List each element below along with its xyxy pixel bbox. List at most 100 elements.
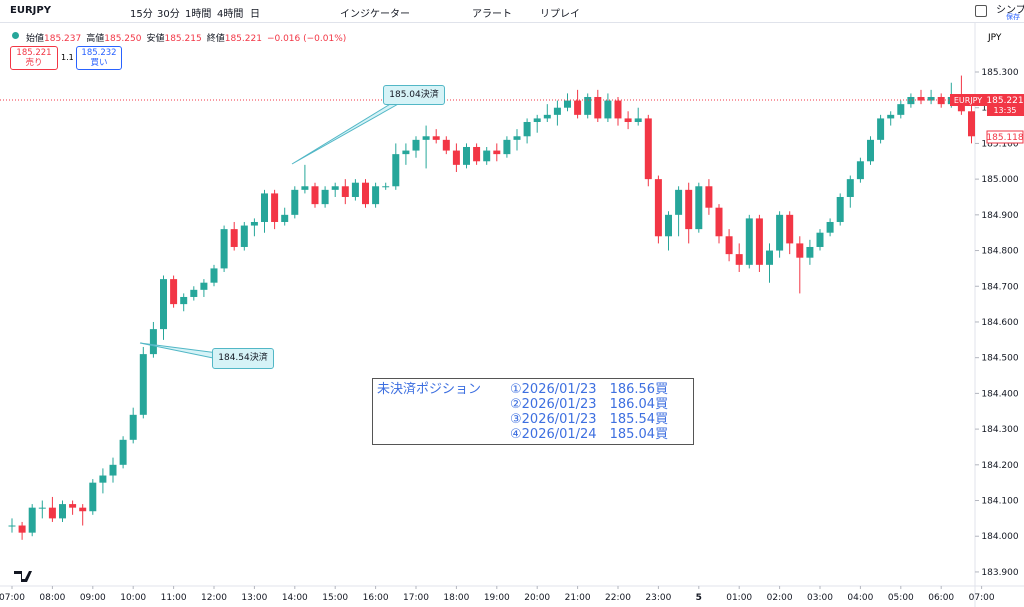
candle-body <box>796 243 804 258</box>
y-tick-label: 184.300 <box>981 425 1018 435</box>
checkbox[interactable] <box>975 5 987 17</box>
candle-body <box>735 254 743 265</box>
x-tick-label: 16:00 <box>363 593 389 603</box>
y-tick-label: 184.400 <box>981 389 1018 399</box>
alert[interactable]: アラート <box>472 9 512 20</box>
candle-body <box>493 150 501 155</box>
candle-body <box>856 161 864 180</box>
x-tick-label: 06:00 <box>928 593 954 603</box>
candle-body <box>160 279 167 330</box>
x-tick-label: 04:00 <box>847 593 873 603</box>
candle-body <box>574 100 582 115</box>
candle-body <box>28 507 36 533</box>
x-tick-label: 20:00 <box>524 593 550 603</box>
y-tick-label: 184.200 <box>981 461 1018 471</box>
candle-body <box>452 150 460 165</box>
candle-body <box>79 507 87 512</box>
candle-body <box>341 186 349 197</box>
y-tick-label: 185.000 <box>981 175 1018 185</box>
candle-body <box>311 186 319 205</box>
candle-body <box>937 96 945 105</box>
candle-body <box>190 289 198 297</box>
simple[interactable]: シンプ <box>996 5 1024 16</box>
countdown: 13:35 <box>993 106 1016 115</box>
y-tick-label: 184.600 <box>981 318 1018 328</box>
candle-body <box>301 186 309 190</box>
interval[interactable]: 15分 <box>130 9 153 20</box>
legend-label: 終値 <box>206 34 225 44</box>
x-tick-label: 07:00 <box>969 593 995 603</box>
candle-body <box>553 107 561 115</box>
candle-body <box>897 104 905 115</box>
annotation-pointer <box>139 342 219 360</box>
y-tick-label: 183.900 <box>981 568 1018 578</box>
candle-body <box>331 186 339 190</box>
candle-body <box>614 100 622 119</box>
candle-body <box>806 246 814 258</box>
indicators[interactable]: インジケーター <box>340 9 410 20</box>
x-tick-label: 11:00 <box>161 593 187 603</box>
sell-button[interactable]: 185.221 売り <box>10 46 58 70</box>
annotation[interactable]: 185.04決済 <box>383 85 445 105</box>
x-tick-label: 5 <box>696 593 702 603</box>
candle-body <box>129 414 137 440</box>
sell-price: 185.221 <box>16 48 52 58</box>
chart: 185.300185.200185.100185.000184.900184.8… <box>0 23 1024 607</box>
candle-body <box>816 232 824 247</box>
x-tick-label: 02:00 <box>767 593 793 603</box>
x-tick-label: 05:00 <box>888 593 914 603</box>
candle-body <box>230 229 238 247</box>
symbol-tag-text: EURJPY <box>954 96 982 105</box>
toolbar: EURJPY 15分 30分 1時間 4時間 日 インジケーター アラート リプ… <box>0 0 1024 23</box>
candle-body <box>372 186 380 205</box>
candle-body <box>675 189 683 215</box>
candle-body <box>321 189 329 205</box>
candle-body <box>261 193 268 222</box>
legend-label: 高値 <box>86 34 105 44</box>
legend-change: −0.016 (−0.01%) <box>266 34 347 44</box>
buy-label: 買い <box>90 58 108 68</box>
interval[interactable]: 日 <box>250 9 260 20</box>
candle-body <box>564 100 571 108</box>
candle-body <box>887 114 895 119</box>
candle-body <box>432 136 440 140</box>
price-tag-text: 185.221 <box>986 96 1023 106</box>
candle-body <box>705 186 713 208</box>
y-tick-label: 184.100 <box>981 497 1018 507</box>
save[interactable]: 保存 <box>1006 13 1020 21</box>
candle-body <box>877 118 885 140</box>
candle-body <box>776 214 784 251</box>
buy-button[interactable]: 185.232 買い <box>76 46 122 70</box>
candle-body <box>917 96 925 101</box>
interval[interactable]: 4時間 <box>217 9 244 20</box>
candle-body <box>18 525 26 533</box>
legend-value: 185.221 <box>224 34 262 44</box>
x-tick-label: 23:00 <box>645 593 671 603</box>
position-row: ④2026/01/24 185.04買 <box>510 427 669 442</box>
annotation[interactable]: 184.54決済 <box>212 348 274 369</box>
candle-body <box>180 296 188 305</box>
candle-body <box>513 136 521 140</box>
logo <box>14 571 32 582</box>
x-tick-label: 09:00 <box>80 593 106 603</box>
legend-value: 185.215 <box>164 34 202 44</box>
y-tick-label: 184.000 <box>981 532 1018 542</box>
candle-body <box>170 279 178 305</box>
candle-body <box>826 221 834 233</box>
candle-body <box>836 196 844 222</box>
candle-body <box>654 179 662 237</box>
positions-title: 未決済ポジション <box>377 382 482 397</box>
x-tick-label: 21:00 <box>565 593 591 603</box>
candle-body <box>463 146 470 165</box>
candle-body <box>351 182 359 197</box>
candle-body <box>89 482 97 512</box>
interval[interactable]: 30分 <box>157 9 180 20</box>
replay[interactable]: リプレイ <box>540 9 580 20</box>
candle-body <box>867 139 874 162</box>
candle-body <box>786 214 794 244</box>
x-tick-label: 12:00 <box>201 593 227 603</box>
candle-body <box>523 121 531 137</box>
symbol[interactable]: EURJPY <box>10 5 51 16</box>
interval[interactable]: 1時間 <box>185 9 212 20</box>
